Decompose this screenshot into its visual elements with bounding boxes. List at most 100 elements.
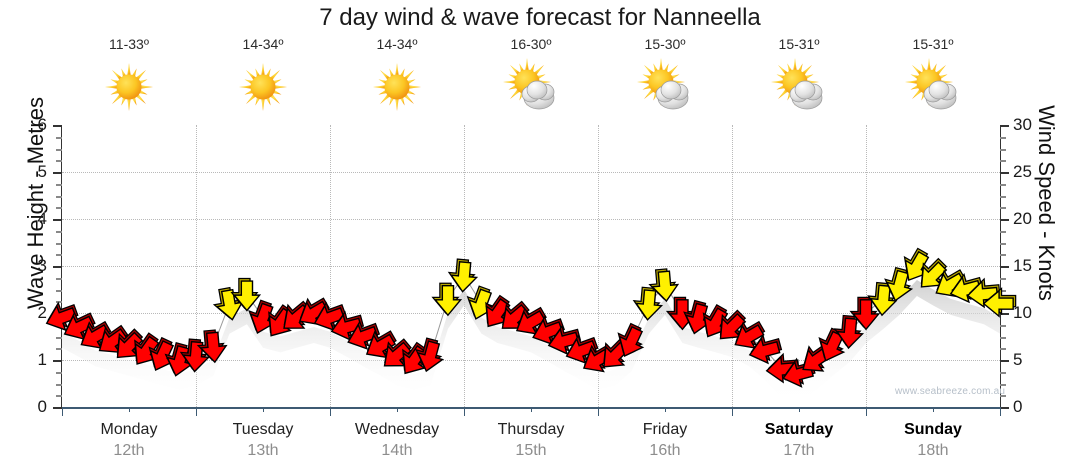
day-header-thursday: 16-30º	[464, 36, 598, 126]
y-label-right-30: 30	[1013, 115, 1032, 134]
day-name-label: Thursday	[497, 421, 565, 438]
y-tick-right-30	[1000, 125, 1009, 127]
gridline-y-3	[62, 266, 1000, 267]
x-tick-2	[330, 407, 331, 416]
day-separator-1	[196, 125, 197, 407]
y-tick-left-1	[53, 360, 62, 362]
y-minor-tick	[56, 160, 62, 163]
partly-cloudy-icon	[503, 58, 559, 116]
day-footer-thursday: Thursday 15th	[464, 420, 598, 470]
day-footer-tuesday: Tuesday 13th	[196, 420, 330, 470]
day-header-wednesday: 14-34º	[330, 36, 464, 126]
day-date-label: 14th	[381, 442, 413, 459]
x-tick-6	[866, 407, 867, 416]
day-separator-2	[330, 125, 331, 407]
y-minor-tick	[56, 324, 62, 327]
y-label-left-2: 2	[37, 303, 47, 322]
y-minor-tick	[1000, 277, 1006, 280]
day-name-label: Friday	[642, 421, 688, 438]
y-label-right-20: 20	[1013, 209, 1032, 228]
day-date-label: 12th	[113, 442, 145, 459]
sunny-icon	[101, 58, 157, 116]
watermark: www.seabreeze.com.au	[895, 386, 1006, 397]
x-tick-mid-5	[799, 407, 800, 412]
x-tick-mid-3	[531, 407, 532, 412]
y-minor-tick	[1000, 136, 1006, 139]
y-label-left-4: 4	[37, 209, 47, 228]
y-label-right-5: 5	[1013, 350, 1023, 369]
day-footer-sunday: Sunday 18th	[866, 420, 1000, 470]
y-label-right-0: 0	[1013, 397, 1023, 416]
x-tick-mid-2	[397, 407, 398, 412]
day-name-label: Tuesday	[232, 421, 294, 438]
y-minor-tick	[56, 136, 62, 139]
y-tick-right-5	[1000, 360, 1009, 362]
y-minor-tick	[1000, 183, 1006, 186]
gridline-y-5	[62, 172, 1000, 173]
x-tick-0	[62, 407, 63, 416]
day-separator-4	[598, 125, 599, 407]
y-tick-right-20	[1000, 219, 1009, 221]
y-minor-tick	[56, 148, 62, 151]
day-separator-3	[464, 125, 465, 407]
y-minor-tick	[1000, 324, 1006, 327]
page-title: 7 day wind & wave forecast for Nanneella	[319, 4, 761, 31]
day-footer-saturday: Saturday 17th	[732, 420, 866, 470]
day-separator-6	[866, 125, 867, 407]
day-date-label: 16th	[649, 442, 681, 459]
y-tick-right-10	[1000, 313, 1009, 315]
y-minor-tick	[56, 383, 62, 386]
x-tick-4	[598, 407, 599, 416]
y-minor-tick	[1000, 195, 1006, 198]
x-tick-mid-1	[263, 407, 264, 412]
day-date-label: 17th	[783, 442, 815, 459]
x-tick-mid-4	[665, 407, 666, 412]
y-tick-left-4	[53, 219, 62, 221]
y-label-right-25: 25	[1013, 162, 1032, 181]
y-label-left-3: 3	[37, 256, 47, 275]
y-minor-tick	[1000, 301, 1006, 304]
day-date-label: 18th	[917, 442, 949, 459]
y-label-left-5: 5	[37, 162, 47, 181]
y-label-left-6: 6	[37, 115, 47, 134]
y-tick-left-5	[53, 172, 62, 174]
y-minor-tick	[56, 242, 62, 245]
y-minor-tick	[56, 183, 62, 186]
y-label-left-1: 1	[37, 350, 47, 369]
temperature-range-label: 11-33º	[109, 36, 149, 52]
y-minor-tick	[56, 348, 62, 351]
day-header-sunday: 15-31º	[866, 36, 1000, 126]
day-name-label: Saturday	[764, 421, 834, 438]
day-date-label: 15th	[515, 442, 547, 459]
temperature-range-label: 15-31º	[778, 36, 820, 52]
day-separator-5	[732, 125, 733, 407]
day-header-monday: 11-33º	[62, 36, 196, 126]
y-label-right-15: 15	[1013, 256, 1032, 275]
y-tick-left-6	[53, 125, 62, 127]
day-name-label: Monday	[100, 421, 158, 438]
day-header-saturday: 15-31º	[732, 36, 866, 126]
partly-cloudy-icon	[905, 58, 961, 116]
day-header-tuesday: 14-34º	[196, 36, 330, 126]
sunny-icon	[235, 58, 291, 116]
y-tick-left-3	[53, 266, 62, 268]
sunny-icon	[369, 58, 425, 116]
temperature-range-label: 15-31º	[912, 36, 954, 52]
day-name-label: Sunday	[904, 421, 962, 438]
y-label-right-10: 10	[1013, 303, 1032, 322]
y-minor-tick	[1000, 242, 1006, 245]
y-tick-left-2	[53, 313, 62, 315]
y-label-left-0: 0	[37, 397, 47, 416]
y-minor-tick	[1000, 230, 1006, 233]
temperature-range-label: 16-30º	[510, 36, 552, 52]
x-tick-5	[732, 407, 733, 416]
y-minor-tick	[56, 371, 62, 374]
partly-cloudy-icon	[637, 58, 693, 116]
temperature-range-label: 14-34º	[376, 36, 418, 52]
y-minor-tick	[56, 301, 62, 304]
day-footer-monday: Monday 12th	[62, 420, 196, 470]
y-minor-tick	[1000, 395, 1006, 398]
y-minor-tick	[1000, 207, 1006, 210]
x-tick-mid-6	[933, 407, 934, 412]
